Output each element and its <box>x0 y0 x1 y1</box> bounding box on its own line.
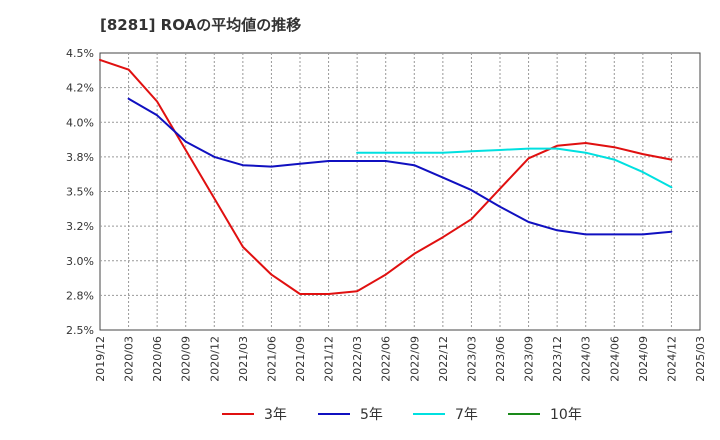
x-tick-label: 2022/03 <box>351 336 364 382</box>
y-tick-label: 4.2% <box>66 82 94 95</box>
x-tick-label: 2023/06 <box>494 336 507 382</box>
y-tick-label: 4.5% <box>66 47 94 60</box>
x-axis-ticks: 2019/12 2020/03 2020/06 2020/09 2020/12 2021/… <box>94 336 707 382</box>
chart-title: [8281] ROAの平均値の推移 <box>100 16 302 34</box>
x-tick-label: 2021/12 <box>323 336 336 382</box>
x-tick-label: 2022/12 <box>437 336 450 382</box>
x-tick-label: 2021/03 <box>237 336 250 382</box>
x-tick-label: 2024/12 <box>665 336 678 382</box>
legend-label: 10年 <box>550 407 582 423</box>
series-line-7年 <box>356 147 673 189</box>
legend-label: 7年 <box>455 407 478 423</box>
y-tick-label: 3.2% <box>66 220 94 233</box>
series-line-5年 <box>127 97 673 236</box>
x-tick-label: 2024/03 <box>580 336 593 382</box>
y-tick-label: 4.0% <box>66 116 94 129</box>
x-tick-label: 2023/12 <box>551 336 564 382</box>
y-tick-label: 3.0% <box>66 255 94 268</box>
x-tick-label: 2019/12 <box>94 336 107 382</box>
x-tick-label: 2024/09 <box>637 336 650 382</box>
x-tick-label: 2020/12 <box>208 336 221 382</box>
x-tick-label: 2022/09 <box>408 336 421 382</box>
y-tick-label: 2.5% <box>66 324 94 337</box>
x-tick-label: 2020/03 <box>123 336 136 382</box>
series-lines <box>99 58 673 295</box>
x-tick-label: 2023/09 <box>523 336 536 382</box>
grid-lines <box>100 53 700 330</box>
y-tick-label: 3.8% <box>66 151 94 164</box>
x-tick-label: 2020/09 <box>180 336 193 382</box>
x-tick-label: 2020/06 <box>151 336 164 382</box>
x-tick-label: 2023/03 <box>465 336 478 382</box>
x-tick-label: 2025/03 <box>694 336 707 382</box>
x-tick-label: 2024/06 <box>608 336 621 382</box>
legend-label: 3年 <box>264 407 287 423</box>
y-tick-label: 2.8% <box>66 289 94 302</box>
legend-label: 5年 <box>360 407 383 423</box>
legend: 3年 5年 7年 10年 <box>222 407 582 423</box>
x-tick-label: 2021/09 <box>294 336 307 382</box>
x-tick-label: 2022/06 <box>380 336 393 382</box>
y-axis-ticks: 2.5% 2.8% 3.0% 3.2% 3.5% 3.8% 4.0% 4.2% 4.5% <box>66 47 94 337</box>
series-line-3年 <box>99 58 673 295</box>
x-tick-label: 2021/06 <box>265 336 278 382</box>
y-tick-label: 3.5% <box>66 186 94 199</box>
